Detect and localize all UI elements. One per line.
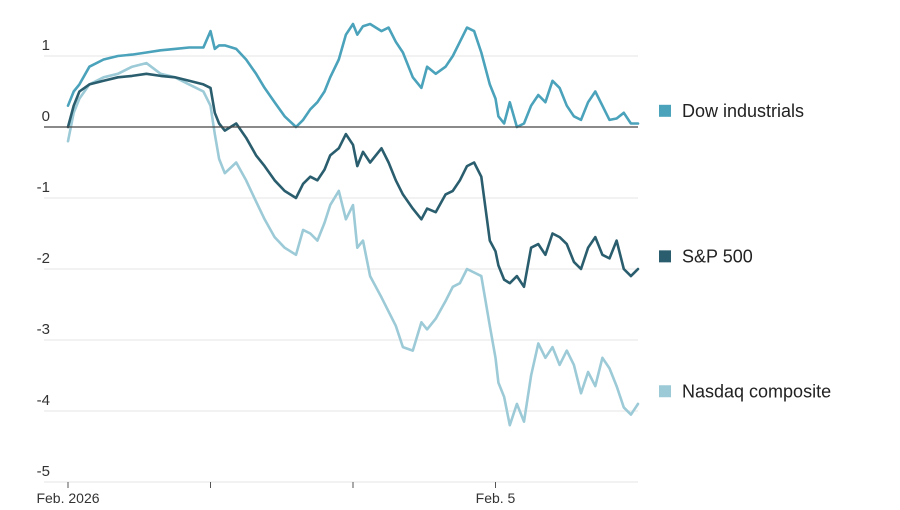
y-tick-label: 1 <box>42 37 50 54</box>
series-line-2 <box>66 72 640 289</box>
legend-swatch <box>659 385 671 398</box>
y-tick-label: -3 <box>37 321 50 338</box>
legend-label: S&P 500 <box>682 246 753 266</box>
legend-label: Nasdaq composite <box>682 381 831 401</box>
y-tick-label: -2 <box>37 250 50 267</box>
y-tick-label: -1 <box>37 179 50 196</box>
legend-swatch <box>659 104 671 117</box>
series-line-1 <box>66 22 640 129</box>
legend: Dow industrials S&P 500 Nasdaq composite <box>659 101 831 401</box>
x-tick-label: Feb. 2026 <box>36 490 99 506</box>
y-tick-label: -5 <box>37 463 50 480</box>
legend-label: Dow industrials <box>682 101 804 121</box>
x-tick-label: Feb. 5 <box>476 490 516 506</box>
legend-swatch <box>659 250 671 263</box>
y-axis-tick-labels: 1 0 -1 -2 -3 -4 -5 <box>37 37 50 480</box>
x-axis: Feb. 2026 Feb. 5 <box>36 482 516 506</box>
y-tick-label: -4 <box>37 392 50 409</box>
series-lines <box>66 22 640 427</box>
gridlines <box>44 55 638 483</box>
series-line-3 <box>66 61 640 427</box>
y-tick-label: 0 <box>42 108 50 125</box>
